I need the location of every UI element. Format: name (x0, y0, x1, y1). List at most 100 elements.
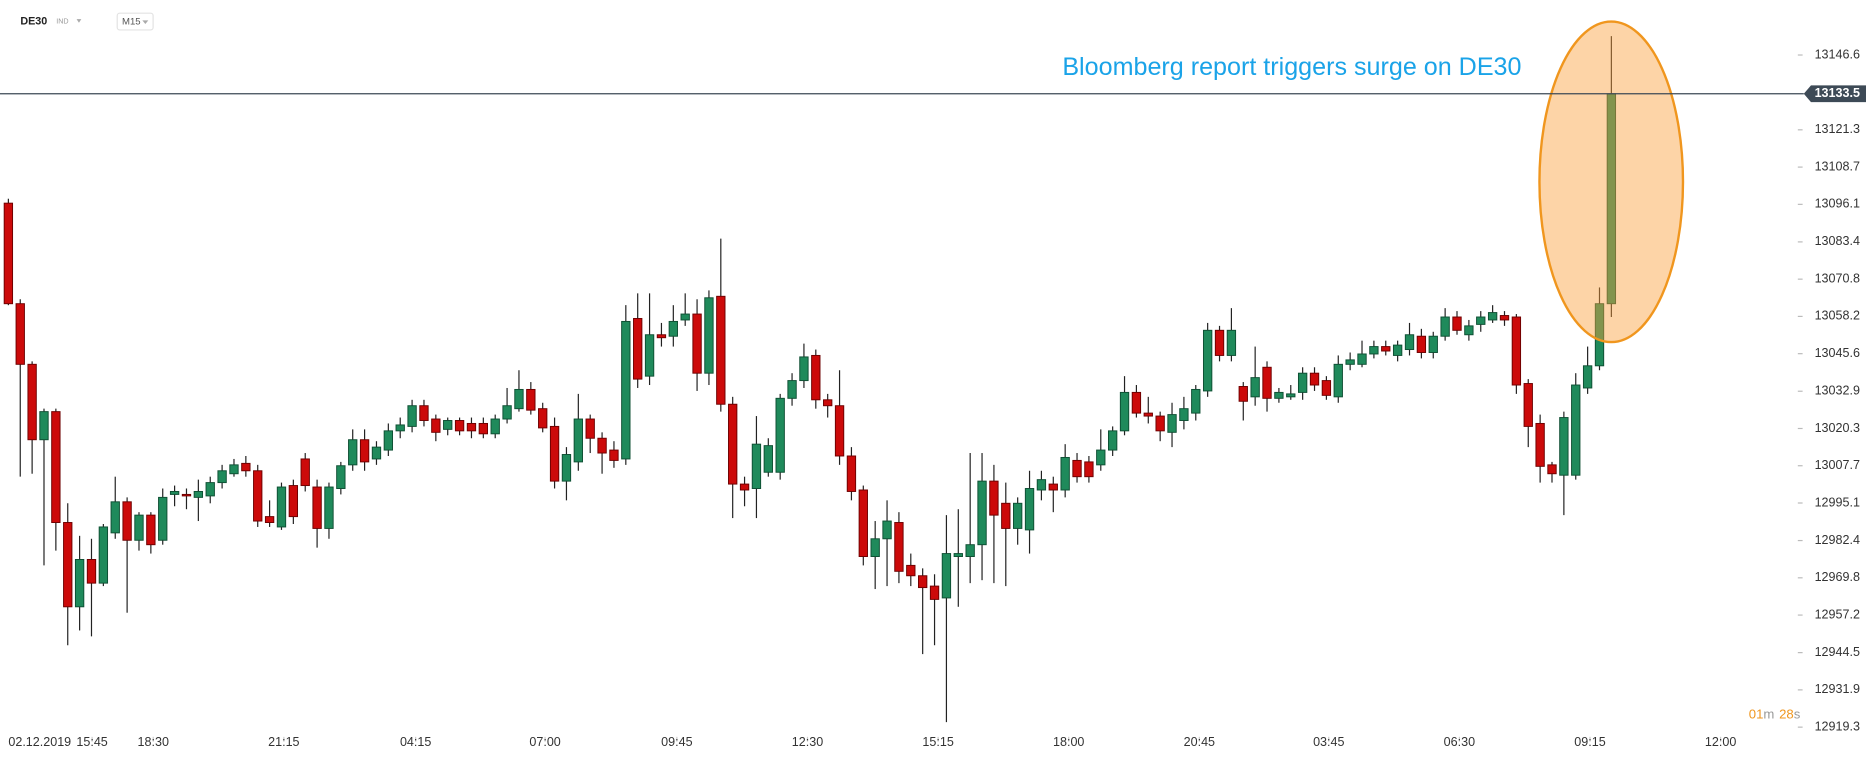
candle-body (1084, 461, 1094, 478)
market: IND (56, 17, 68, 25)
candle-body (918, 575, 928, 589)
candle-body (1404, 334, 1415, 351)
y-tick-label: 12969.8 (1815, 570, 1860, 584)
x-tick-label: 21:15 (268, 735, 299, 749)
symbol[interactable]: DE30 (20, 15, 47, 27)
candle-body (205, 482, 215, 497)
y-tick-label: 13058.2 (1815, 309, 1860, 323)
x-tick-label: 15:15 (922, 735, 953, 749)
y-tick-label: 12944.5 (1815, 645, 1860, 659)
candle-body (383, 430, 394, 451)
candle-body (1024, 488, 1035, 531)
candle-body (633, 318, 643, 380)
candle-body (241, 462, 251, 472)
candle-body (86, 559, 97, 584)
interval-box[interactable] (116, 12, 154, 31)
candle-body (419, 405, 429, 421)
symbol-dropdown[interactable] (76, 19, 82, 23)
candle-body (1309, 372, 1320, 386)
candle-body (1416, 335, 1427, 353)
candle-body (1381, 346, 1391, 352)
candle-body (431, 418, 441, 433)
candle-body (502, 405, 512, 420)
highlight-ellipse (1538, 20, 1685, 344)
candle-body (193, 490, 204, 498)
candle-body (1096, 449, 1106, 466)
x-tick-label: 12:00 (1705, 735, 1736, 749)
candle-body (763, 445, 773, 473)
candle-body (98, 526, 109, 584)
candle-body (823, 399, 833, 407)
interval-dropdown[interactable] (142, 20, 149, 24)
countdown-seconds-unit: s (1794, 707, 1801, 722)
candle-body (1001, 502, 1011, 529)
y-tick-label: 13007.7 (1815, 458, 1860, 472)
candle-body (656, 334, 667, 339)
candle-body (906, 564, 916, 577)
candle-body (1369, 346, 1379, 355)
candle-body (692, 313, 702, 374)
candle-body (728, 403, 738, 485)
candle-body (217, 470, 227, 484)
candle-body (146, 514, 156, 546)
candle-body (169, 490, 180, 495)
candle-body (74, 559, 85, 608)
candle-body (1286, 393, 1296, 398)
candle-body (1594, 303, 1605, 367)
candle-body (1167, 414, 1177, 433)
y-tick-label: 12995.1 (1815, 495, 1860, 509)
candle-body (870, 538, 880, 558)
candle-body (597, 437, 607, 454)
axes: 13146.6 13121.3 13108.7 13096.1 13083.4 13070… (76, 47, 1860, 749)
candle-body (1499, 315, 1510, 321)
y-tick-label: 13121.3 (1815, 122, 1860, 136)
y-tick-label: 12982.4 (1815, 533, 1860, 547)
candle-body (668, 320, 678, 337)
candle-body (846, 455, 857, 492)
x-tick-label: 12:30 (792, 735, 823, 749)
candle-body (1476, 316, 1486, 325)
candle-body (63, 522, 73, 608)
candle-body (181, 493, 192, 497)
candle-body (1226, 329, 1237, 356)
candle-body (158, 496, 168, 541)
interval[interactable]: M15 (122, 17, 141, 28)
x-tick-label: 20:45 (1184, 735, 1215, 749)
candle-body (787, 380, 797, 399)
y-tick-label: 13032.9 (1815, 384, 1860, 398)
candle-body (1119, 391, 1130, 432)
annotation: Bloomberg report triggers surge on DE30 (1062, 53, 1521, 81)
y-tick-label: 13070.8 (1815, 271, 1860, 285)
candle-body (989, 480, 999, 516)
x-tick-label: 07:00 (529, 735, 560, 749)
y-tick-label: 12957.2 (1815, 607, 1860, 621)
candle-body (1487, 312, 1498, 321)
candle-body (1107, 430, 1118, 451)
candle-body (478, 422, 488, 435)
candle-body (1440, 316, 1450, 337)
candle-body (538, 408, 548, 429)
candles (3, 36, 1617, 723)
x-tick-label: 09:15 (1574, 735, 1605, 749)
candle-body (1547, 464, 1557, 475)
y-tick-label: 13108.7 (1815, 159, 1860, 173)
candle-body (775, 397, 785, 473)
candle-body (1357, 353, 1367, 365)
candle-body (1535, 422, 1545, 467)
candle-body (609, 449, 619, 461)
candle-body (965, 544, 975, 558)
candle-body (3, 202, 14, 305)
candle-body (122, 501, 132, 541)
candle-body (977, 480, 987, 546)
candle-body (1060, 456, 1070, 491)
candle-body (1345, 359, 1355, 365)
candle-body (1143, 412, 1153, 417)
candle-body (716, 295, 726, 405)
y-tick-label: 13083.4 (1815, 234, 1860, 248)
candle-body (27, 363, 37, 441)
candle-body (490, 418, 500, 435)
candle-body (324, 486, 334, 529)
candle-body (573, 418, 583, 463)
